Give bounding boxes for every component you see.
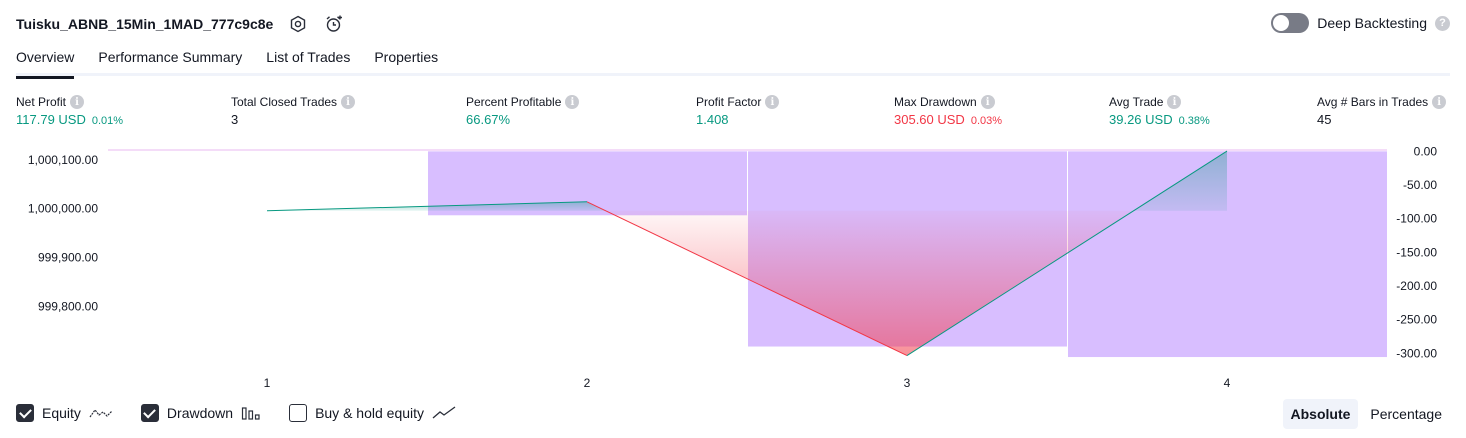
right-axis-tick-label: -300.00 — [1396, 346, 1437, 360]
drawdown-bar — [1068, 151, 1387, 358]
stat-percent: 0.01% — [91, 115, 124, 127]
add-alert-icon[interactable] — [323, 13, 345, 35]
absolute-button[interactable]: Absolute — [1282, 399, 1359, 429]
equity-drawdown-chart[interactable]: 1,000,100.00 1,000,000.00 999,900.00 999,80… — [0, 140, 1466, 395]
stat-percent: 0.38% — [1178, 115, 1210, 127]
stat-value: 45 — [1317, 112, 1332, 127]
left-axis-tick-label: 1,000,100.00 — [28, 153, 98, 167]
stat-value: 66.67% — [466, 112, 511, 127]
stat-percent: 0.03% — [970, 115, 1003, 127]
info-icon[interactable]: i — [565, 95, 580, 109]
x-axis-tick-label: 3 — [904, 376, 911, 390]
info-icon[interactable]: i — [1432, 95, 1447, 109]
equity-line-icon — [89, 409, 113, 418]
stat-value: 117.79 USD — [16, 112, 86, 127]
info-icon[interactable]: i — [980, 95, 995, 109]
value-mode-switch: Absolute Percentage — [1282, 399, 1451, 429]
tab-properties[interactable]: Properties — [374, 49, 439, 65]
drawdown-bars-icon — [241, 407, 260, 420]
right-axis-tick-label: -250.00 — [1396, 313, 1437, 327]
stat-label: Net Profit — [16, 95, 67, 109]
legend-drawdown[interactable]: Drawdown — [140, 404, 261, 422]
settings-icon[interactable] — [287, 13, 309, 35]
percentage-button[interactable]: Percentage — [1370, 406, 1442, 422]
tab-list-of-trades[interactable]: List of Trades — [266, 49, 351, 65]
stat-total-closed-trades: Total Closed Trades i 3 — [231, 93, 356, 127]
chart-legend: Equity Drawdown Buy & hold equity — [16, 404, 456, 422]
equity-checkbox[interactable] — [16, 404, 34, 422]
stat-avg-trade: Avg Trade i 39.26 USD 0.38% — [1109, 93, 1210, 127]
right-axis-tick-label: -150.00 — [1396, 245, 1437, 259]
buy-hold-checkbox[interactable] — [289, 404, 308, 422]
stat-label: Total Closed Trades — [231, 95, 338, 109]
info-icon[interactable]: i — [70, 95, 85, 109]
stat-label: Max Drawdown — [894, 95, 977, 109]
right-axis-tick-label: 0.00 — [1414, 144, 1438, 158]
info-icon[interactable]: i — [765, 95, 780, 109]
stat-value: 1.408 — [696, 112, 729, 127]
tab-overview[interactable]: Overview — [16, 46, 75, 79]
right-axis-tick-label: -50.00 — [1403, 178, 1437, 192]
stat-label: Avg # Bars in Trades — [1317, 95, 1429, 109]
stats-row: Net Profit i 117.79 USD 0.01% Total Closed… — [16, 93, 1450, 133]
legend-equity[interactable]: Equity — [16, 404, 113, 422]
stat-percent-profitable: Percent Profitable i 66.67% — [466, 93, 580, 127]
stat-label: Percent Profitable — [466, 95, 562, 109]
x-axis-tick-label: 1 — [264, 376, 271, 390]
info-icon[interactable]: i — [341, 95, 356, 109]
toggle-knob — [1273, 15, 1290, 31]
info-icon[interactable]: i — [1167, 95, 1182, 109]
equity-line-segment — [586, 201, 908, 357]
drawdown-checkbox[interactable] — [140, 404, 159, 422]
left-axis-tick-label: 999,800.00 — [38, 299, 98, 313]
stat-avg-bars-in-trades: Avg # Bars in Trades i 45 — [1317, 93, 1447, 127]
stat-profit-factor: Profit Factor i 1.408 — [696, 93, 780, 127]
x-axis-tick-label: 2 — [584, 376, 591, 390]
strategy-header: Tuisku_ABNB_15Min_1MAD_777c9c8e — [16, 12, 345, 36]
x-axis-tick-label: 4 — [1224, 376, 1231, 390]
stat-value: 3 — [231, 112, 239, 127]
report-tabs: Overview Performance Summary List of Tra… — [16, 46, 1450, 79]
equity-label: Equity — [42, 405, 81, 421]
help-icon[interactable]: ? — [1435, 15, 1450, 31]
stat-max-drawdown: Max Drawdown i 305.60 USD 0.03% — [894, 93, 1002, 127]
tab-performance-summary[interactable]: Performance Summary — [98, 49, 243, 65]
equity-line-segment — [906, 150, 1228, 357]
stat-label: Avg Trade — [1109, 95, 1164, 109]
equity-line-segment — [266, 201, 588, 212]
strategy-name: Tuisku_ABNB_15Min_1MAD_777c9c8e — [16, 16, 274, 32]
stat-label: Profit Factor — [696, 95, 762, 109]
stat-value: 39.26 USD — [1109, 112, 1173, 127]
left-axis-tick-label: 1,000,000.00 — [28, 202, 98, 216]
stat-value: 305.60 USD — [894, 112, 965, 127]
right-axis-tick-label: -100.00 — [1396, 212, 1437, 226]
left-axis-tick-label: 999,900.00 — [38, 250, 98, 264]
buy-hold-line-icon — [432, 406, 456, 419]
right-axis-tick-label: -200.00 — [1396, 279, 1437, 293]
legend-buy-hold[interactable]: Buy & hold equity — [289, 404, 456, 422]
deep-backtesting-label: Deep Backtesting — [1317, 15, 1427, 31]
stat-net-profit: Net Profit i 117.79 USD 0.01% — [16, 93, 123, 127]
deep-backtesting: Deep Backtesting ? — [1271, 13, 1450, 33]
drawdown-label: Drawdown — [166, 405, 234, 421]
buy-hold-label: Buy & hold equity — [315, 405, 425, 421]
deep-backtesting-toggle[interactable] — [1271, 13, 1310, 33]
